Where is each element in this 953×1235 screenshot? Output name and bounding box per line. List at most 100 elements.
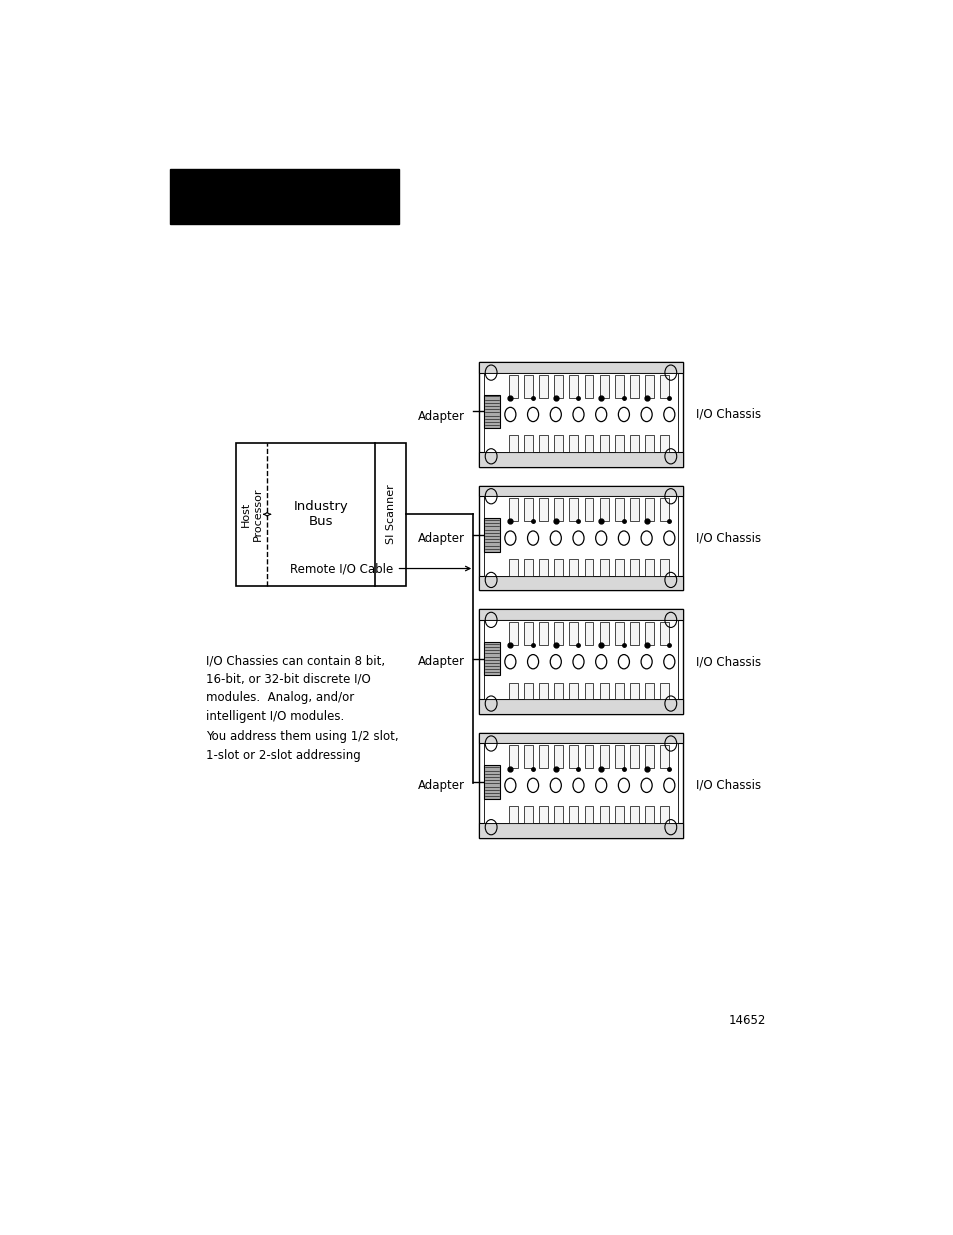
Bar bbox=[614, 559, 623, 576]
Bar bbox=[629, 806, 639, 823]
Bar bbox=[599, 683, 608, 699]
Bar bbox=[523, 559, 533, 576]
Bar bbox=[644, 806, 653, 823]
Bar bbox=[235, 443, 406, 585]
Bar bbox=[554, 498, 562, 521]
Bar bbox=[483, 519, 499, 552]
Bar bbox=[523, 436, 533, 452]
Bar bbox=[569, 621, 578, 645]
Bar bbox=[508, 621, 517, 645]
Bar bbox=[523, 746, 533, 768]
Bar bbox=[599, 498, 608, 521]
Bar bbox=[523, 498, 533, 521]
Bar bbox=[554, 436, 562, 452]
Bar bbox=[569, 559, 578, 576]
Bar bbox=[569, 683, 578, 699]
Bar bbox=[644, 559, 653, 576]
Bar bbox=[483, 743, 678, 823]
Bar bbox=[170, 169, 398, 225]
Bar bbox=[523, 621, 533, 645]
Bar bbox=[483, 395, 499, 429]
Bar bbox=[584, 498, 593, 521]
Text: Chapter 2: Chapter 2 bbox=[176, 178, 250, 191]
Bar bbox=[478, 734, 682, 743]
Text: Host
Processor: Host Processor bbox=[240, 488, 262, 541]
Bar bbox=[644, 683, 653, 699]
Bar bbox=[538, 559, 547, 576]
Bar bbox=[644, 436, 653, 452]
Bar bbox=[584, 683, 593, 699]
Bar bbox=[538, 621, 547, 645]
Bar bbox=[659, 621, 668, 645]
Bar bbox=[629, 498, 639, 521]
Bar bbox=[584, 436, 593, 452]
Bar bbox=[478, 699, 682, 714]
Bar bbox=[538, 374, 547, 398]
Bar bbox=[614, 436, 623, 452]
Bar bbox=[629, 436, 639, 452]
Bar bbox=[523, 806, 533, 823]
Bar bbox=[659, 746, 668, 768]
Text: Industry
Bus: Industry Bus bbox=[294, 500, 348, 529]
Bar bbox=[478, 485, 682, 590]
Text: I/O Scanner Concepts: I/O Scanner Concepts bbox=[176, 203, 304, 215]
Bar bbox=[508, 746, 517, 768]
Bar bbox=[599, 746, 608, 768]
Bar bbox=[554, 746, 562, 768]
Bar bbox=[644, 498, 653, 521]
Bar bbox=[554, 559, 562, 576]
Bar bbox=[659, 498, 668, 521]
Bar bbox=[614, 374, 623, 398]
Bar bbox=[538, 806, 547, 823]
Bar bbox=[483, 620, 678, 699]
Text: Adapter: Adapter bbox=[417, 410, 465, 422]
Text: SI Scanner: SI Scanner bbox=[385, 484, 395, 545]
Bar bbox=[538, 683, 547, 699]
Bar bbox=[614, 806, 623, 823]
Bar bbox=[659, 683, 668, 699]
Bar bbox=[584, 746, 593, 768]
Bar bbox=[569, 436, 578, 452]
Bar bbox=[508, 498, 517, 521]
Bar bbox=[584, 559, 593, 576]
Bar bbox=[554, 806, 562, 823]
Bar bbox=[644, 374, 653, 398]
Bar bbox=[478, 576, 682, 590]
Bar bbox=[478, 362, 682, 467]
Bar bbox=[644, 746, 653, 768]
Text: 14652: 14652 bbox=[728, 1014, 765, 1026]
Text: Adapter: Adapter bbox=[417, 779, 465, 792]
Bar bbox=[478, 823, 682, 837]
Bar bbox=[523, 683, 533, 699]
Text: I/O Chassis: I/O Chassis bbox=[696, 408, 760, 421]
Bar bbox=[478, 362, 682, 373]
Bar bbox=[483, 642, 499, 676]
Bar bbox=[478, 734, 682, 837]
Bar bbox=[614, 746, 623, 768]
Bar bbox=[569, 746, 578, 768]
Bar bbox=[629, 374, 639, 398]
Bar bbox=[523, 374, 533, 398]
Bar bbox=[629, 746, 639, 768]
Bar bbox=[614, 498, 623, 521]
Bar bbox=[659, 436, 668, 452]
Text: I/O Chassis: I/O Chassis bbox=[696, 656, 760, 668]
Bar bbox=[599, 436, 608, 452]
Text: I/O Chassis: I/O Chassis bbox=[696, 779, 760, 792]
Bar bbox=[483, 496, 678, 576]
Bar bbox=[569, 806, 578, 823]
Bar bbox=[508, 374, 517, 398]
Bar bbox=[508, 559, 517, 576]
Bar bbox=[599, 621, 608, 645]
Bar bbox=[478, 609, 682, 620]
Bar bbox=[483, 766, 499, 799]
Bar bbox=[483, 373, 678, 452]
Bar bbox=[659, 559, 668, 576]
Bar bbox=[569, 498, 578, 521]
Bar bbox=[538, 436, 547, 452]
Bar bbox=[584, 374, 593, 398]
Text: I/O Chassis: I/O Chassis bbox=[696, 531, 760, 545]
Bar bbox=[599, 374, 608, 398]
Bar bbox=[644, 621, 653, 645]
Bar bbox=[584, 621, 593, 645]
